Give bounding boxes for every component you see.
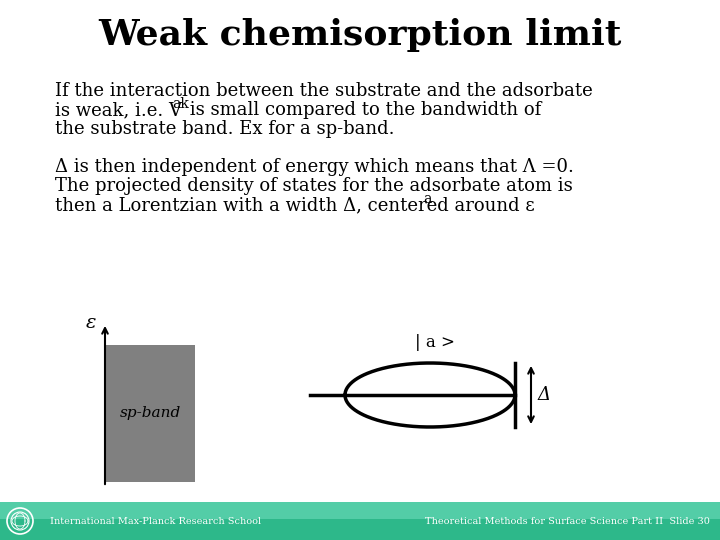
Text: ak: ak [172, 97, 189, 111]
Text: then a Lorentzian with a width Δ, centered around ε: then a Lorentzian with a width Δ, center… [55, 196, 535, 214]
Bar [0, 502, 720, 519]
Text: If the interaction between the substrate and the adsorbate: If the interaction between the substrate… [55, 82, 593, 100]
Text: Theoretical Methods for Surface Science Part II  Slide 30: Theoretical Methods for Surface Science … [425, 516, 710, 525]
Text: a: a [423, 192, 431, 206]
Text: Δ: Δ [538, 386, 551, 404]
Text: Δ is then independent of energy which means that Λ =0.: Δ is then independent of energy which me… [55, 158, 574, 176]
Bar [105, 345, 195, 482]
Text: the substrate band. Ex for a sp-band.: the substrate band. Ex for a sp-band. [55, 120, 395, 138]
Text: is weak, i.e. V: is weak, i.e. V [55, 101, 182, 119]
Text: | a >: | a > [415, 334, 455, 351]
Text: ε: ε [86, 314, 96, 332]
Text: The projected density of states for the adsorbate atom is: The projected density of states for the … [55, 177, 572, 195]
Bar [0, 502, 720, 540]
Text: International Max-Planck Research School: International Max-Planck Research School [50, 516, 261, 525]
Text: is small compared to the bandwidth of: is small compared to the bandwidth of [184, 101, 541, 119]
Text: sp-band: sp-band [120, 407, 181, 421]
Text: Weak chemisorption limit: Weak chemisorption limit [99, 18, 621, 52]
